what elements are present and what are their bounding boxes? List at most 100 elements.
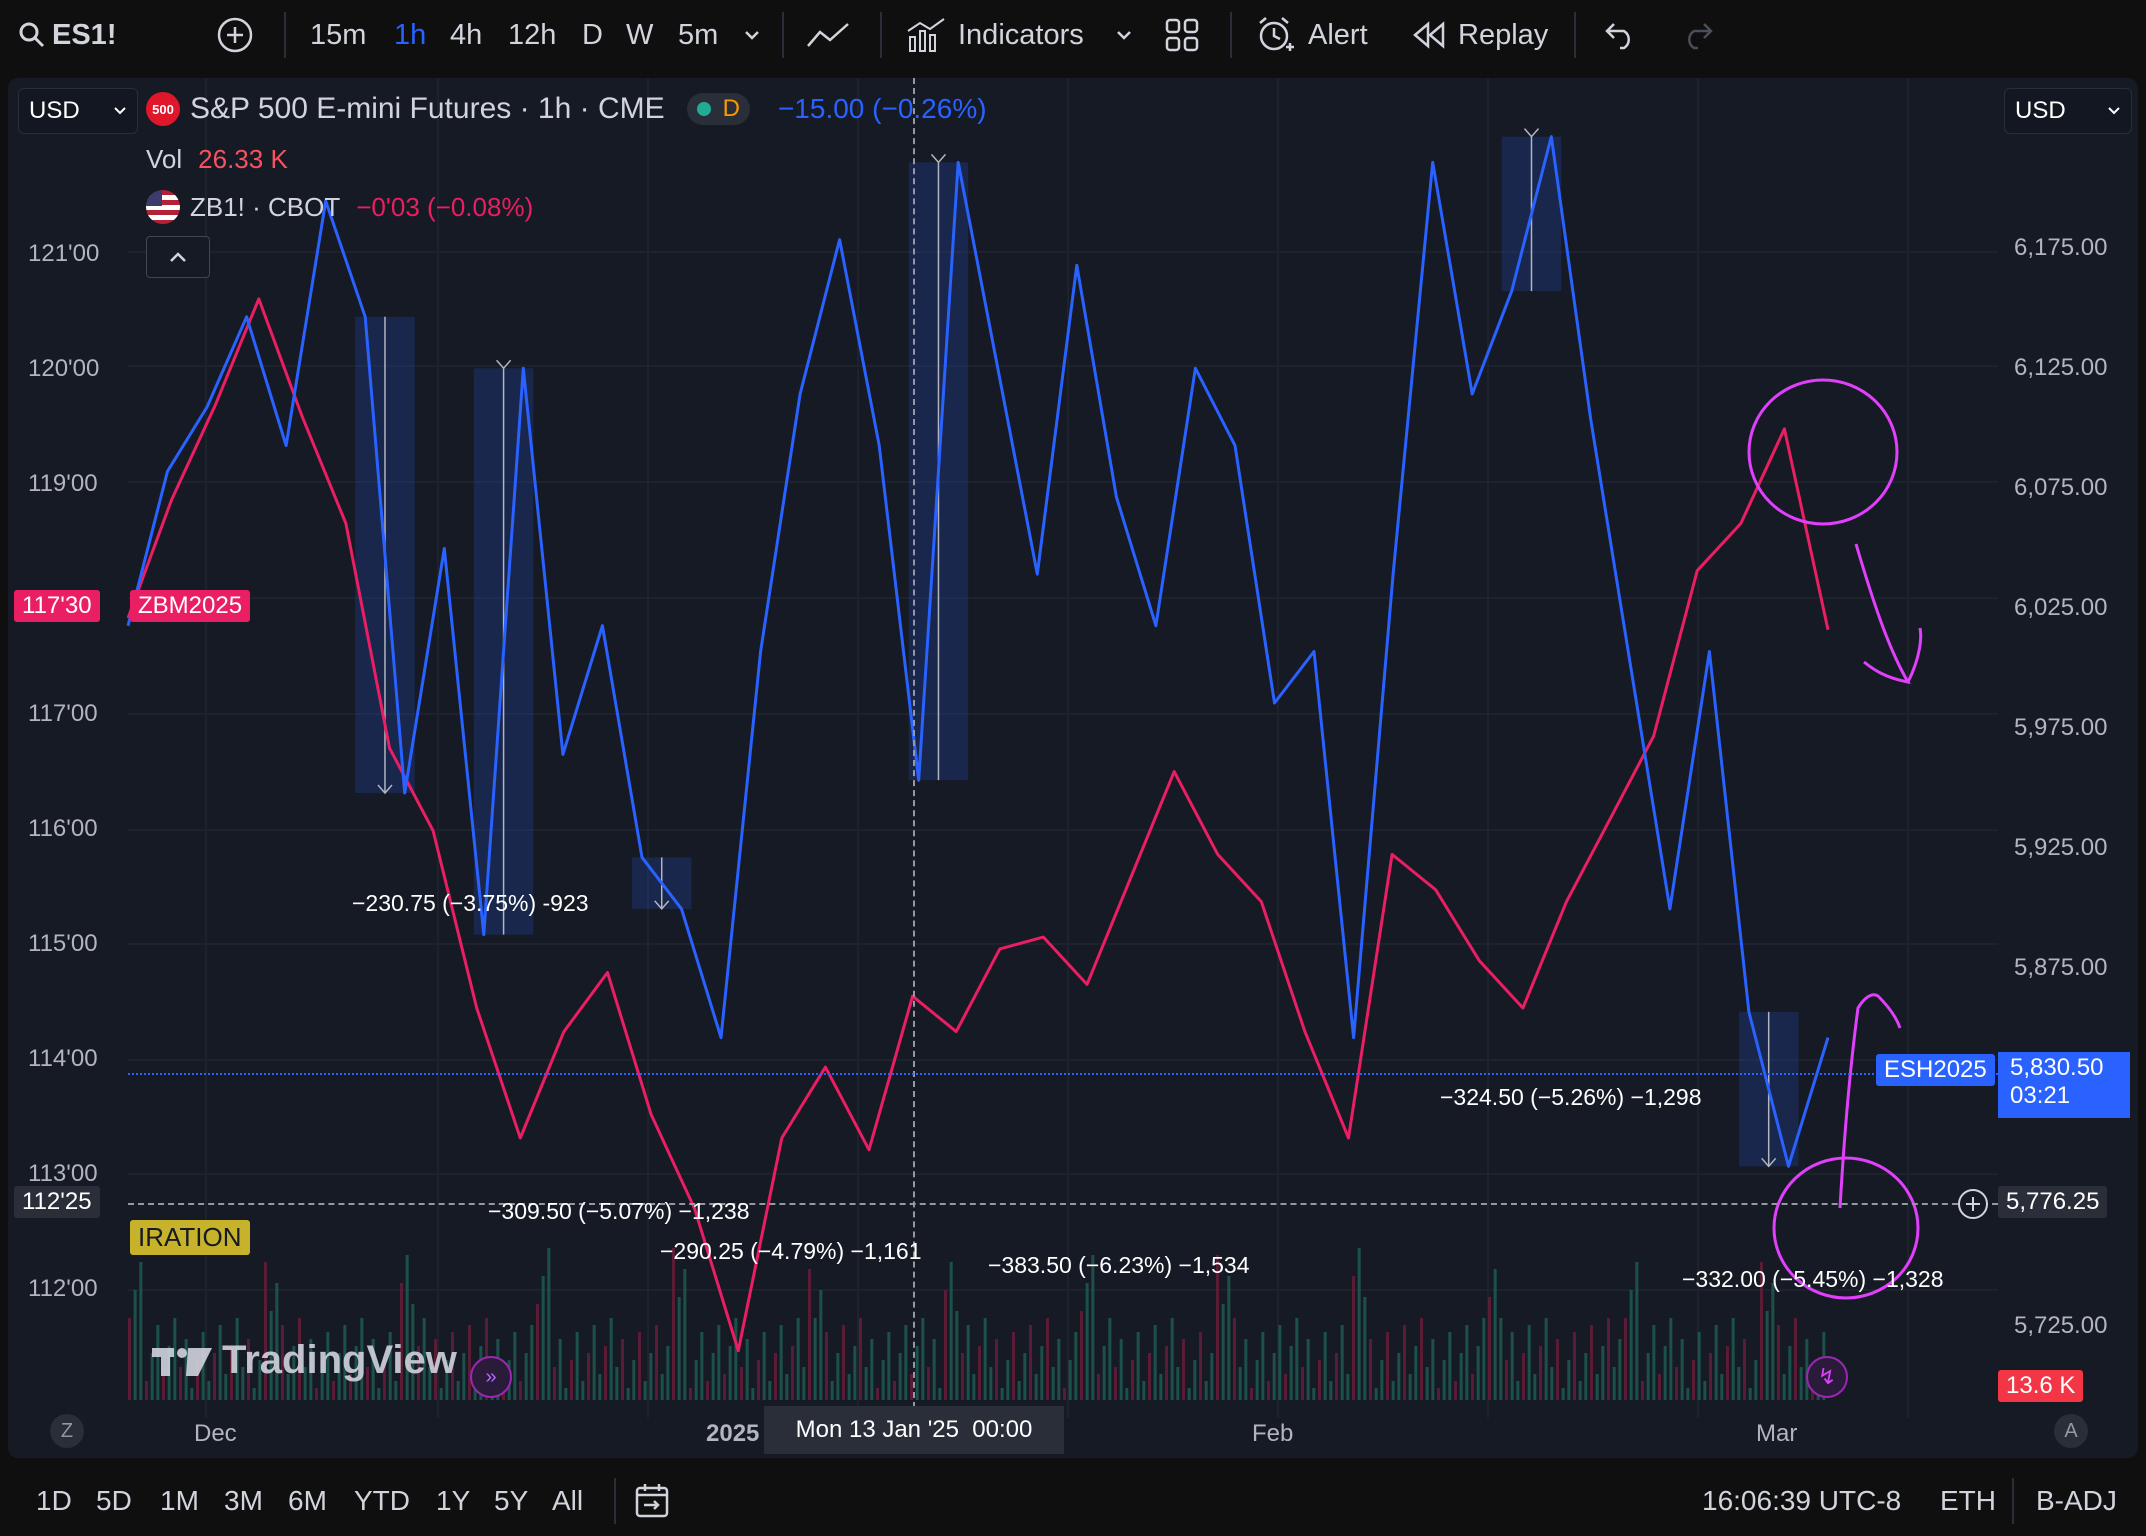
redo-button[interactable] — [1680, 0, 1714, 70]
volume-legend[interactable]: Vol 26.33 K — [146, 144, 288, 175]
compare-button[interactable] — [216, 0, 254, 70]
compare-change: −0'03 (−0.08%) — [356, 191, 534, 222]
volume-bar — [1340, 1325, 1344, 1400]
range-5y[interactable]: 5Y — [494, 1466, 528, 1536]
volume-bar — [808, 1269, 811, 1400]
replay-button[interactable]: Replay — [1412, 0, 1548, 70]
right-axis-tick: 5,975.00 — [2014, 714, 2108, 741]
volume-bar — [1170, 1318, 1174, 1400]
currency-select-left[interactable]: USD — [18, 88, 138, 134]
series-change: −15.00 (−0.26%) — [777, 93, 987, 124]
interval-dropdown[interactable] — [742, 0, 762, 70]
volume-bar — [774, 1353, 777, 1400]
volume-bar — [706, 1381, 709, 1400]
interval-1h[interactable]: 1h — [394, 0, 426, 70]
time-label: Feb — [1252, 1420, 1294, 1447]
left-crosshair-price-tag: 112'25 — [14, 1186, 100, 1218]
volume-bar — [1748, 1388, 1752, 1400]
range-1d[interactable]: 1D — [36, 1466, 72, 1536]
line-chart-icon — [807, 23, 849, 47]
us-flag-icon — [146, 190, 180, 224]
compare-legend[interactable]: ZB1! · CBOT −0'03 (−0.08%) — [146, 190, 533, 224]
session-toggle[interactable]: ETH — [1940, 1466, 1996, 1536]
volume-bar — [1301, 1367, 1304, 1400]
bottom-toolbar: 1D 5D 1M 3M 6M YTD 1Y 5Y All 16:06:39 UT… — [0, 1466, 2146, 1536]
interval-12h[interactable]: 12h — [508, 0, 556, 70]
replay-flash-icon[interactable]: » — [470, 1356, 512, 1398]
interval-d[interactable]: D — [582, 0, 603, 70]
axis-scale-left-button[interactable]: Z — [50, 1414, 84, 1448]
indicators-dropdown[interactable] — [1114, 0, 1134, 70]
templates-button[interactable] — [1164, 0, 1200, 70]
range-6m[interactable]: 6M — [288, 1466, 327, 1536]
volume-bar — [1675, 1367, 1678, 1400]
alert-button[interactable]: Alert — [1256, 0, 1368, 70]
volume-bar — [842, 1325, 845, 1400]
volume-bar — [1085, 1283, 1089, 1400]
range-1m[interactable]: 1M — [160, 1466, 199, 1536]
measurement-label: −230.75 (−3.75%) -923 — [352, 890, 589, 916]
range-ytd[interactable]: YTD — [354, 1466, 410, 1536]
plus-circle-icon — [1958, 1189, 1988, 1219]
interval-15m[interactable]: 15m — [310, 0, 366, 70]
volume-bar — [1578, 1381, 1582, 1400]
volume-bar — [978, 1346, 981, 1400]
collapse-legend-button[interactable] — [146, 236, 210, 278]
bar-countdown: 03:21 — [2010, 1082, 2071, 1109]
volume-bar — [1703, 1381, 1707, 1400]
volume-bar — [281, 1325, 284, 1400]
volume-bar — [836, 1353, 840, 1400]
market-status-badge[interactable]: D — [686, 93, 750, 125]
indicators-button[interactable]: Indicators — [906, 0, 1084, 70]
volume-bar — [666, 1346, 670, 1400]
range-5d[interactable]: 5D — [96, 1466, 132, 1536]
interval-w[interactable]: W — [626, 0, 653, 70]
add-alert-at-price-button[interactable] — [1956, 1187, 1990, 1221]
divider — [782, 12, 784, 58]
volume-bar — [1267, 1381, 1270, 1400]
volume-bar — [944, 1290, 947, 1400]
volume-bar — [207, 1381, 211, 1400]
chevron-up-icon — [170, 252, 186, 262]
range-label: YTD — [354, 1485, 410, 1516]
symbol-search[interactable]: ES1! — [18, 0, 116, 70]
volume-bar — [1346, 1374, 1350, 1400]
volume-bar — [439, 1388, 443, 1400]
volume-bar — [711, 1353, 715, 1400]
chart-pane[interactable]: USD 500 S&P 500 E-mini Futures · 1h · CM… — [8, 78, 2138, 1458]
volume-bar — [417, 1346, 420, 1400]
interval-5m[interactable]: 5m — [678, 0, 718, 70]
volume-bar — [462, 1353, 466, 1400]
chart-type-button[interactable] — [806, 0, 852, 70]
volume-bar — [1607, 1318, 1610, 1400]
volume-bar — [1448, 1332, 1452, 1400]
range-1y[interactable]: 1Y — [436, 1466, 470, 1536]
price-chart[interactable] — [8, 78, 2138, 1458]
divider — [1230, 12, 1232, 58]
range-3m[interactable]: 3M — [224, 1466, 263, 1536]
lightning-icon[interactable]: ↯ — [1806, 1356, 1848, 1398]
axis-scale-right-button[interactable]: A — [2054, 1414, 2088, 1448]
volume-bar — [949, 1262, 953, 1400]
volume-bar — [660, 1374, 664, 1400]
measurement-arrowhead — [654, 900, 670, 911]
main-series-legend[interactable]: 500 S&P 500 E-mini Futures · 1h · CME D … — [146, 92, 987, 126]
volume-bar — [1635, 1262, 1639, 1400]
currency-select-right[interactable]: USD — [2004, 88, 2132, 134]
clock-display[interactable]: 16:06:39 UTC-8 — [1702, 1466, 1901, 1536]
volume-bar — [264, 1262, 267, 1400]
interval-4h[interactable]: 4h — [450, 0, 482, 70]
volume-bar — [536, 1304, 539, 1400]
volume-bar — [1459, 1353, 1463, 1400]
volume-bar — [371, 1339, 375, 1400]
volume-bar — [751, 1388, 755, 1400]
divider — [284, 12, 286, 58]
adjustment-toggle[interactable]: B-ADJ — [2036, 1466, 2117, 1536]
indicators-label: Indicators — [958, 18, 1084, 51]
goto-date-button[interactable] — [634, 1466, 672, 1536]
volume-bar — [876, 1388, 879, 1400]
undo-button[interactable] — [1604, 0, 1638, 70]
volume-bar — [547, 1248, 551, 1400]
measurement-label: −309.50 (−5.07%) −1,238 — [488, 1198, 750, 1224]
range-all[interactable]: All — [552, 1466, 583, 1536]
